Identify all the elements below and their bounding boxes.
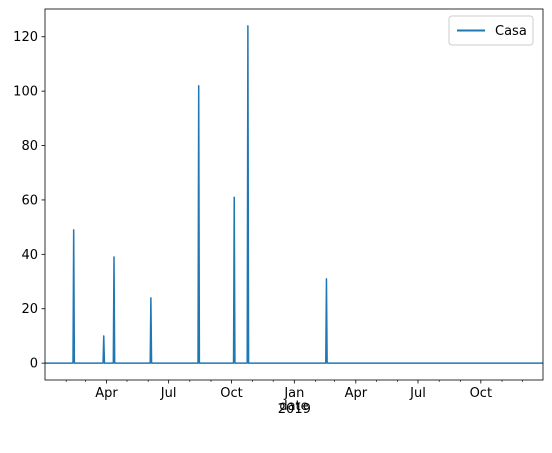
y-tick-label: 120 [13,30,38,45]
x-tick-label: Jul [409,386,426,401]
series-line [45,26,543,363]
y-tick-label: 60 [21,193,38,208]
y-tick-label: 40 [21,248,38,263]
x-tick-label: Apr [95,386,118,401]
x-tick-label: Oct [470,386,492,401]
plot-layer [45,26,543,363]
legend-label: Casa [495,24,527,39]
x-tick-label: Apr [345,386,368,401]
x-tick-label: Oct [220,386,242,401]
x-axis-label: date [279,399,308,414]
y-tick-label: 20 [21,302,38,317]
plot-frame [45,9,543,380]
y-tick-label: 80 [21,139,38,154]
x-tick-label: Jul [160,386,177,401]
y-tick-label: 0 [30,357,38,372]
legend: Casa [449,16,533,45]
y-tick-label: 100 [13,85,38,100]
